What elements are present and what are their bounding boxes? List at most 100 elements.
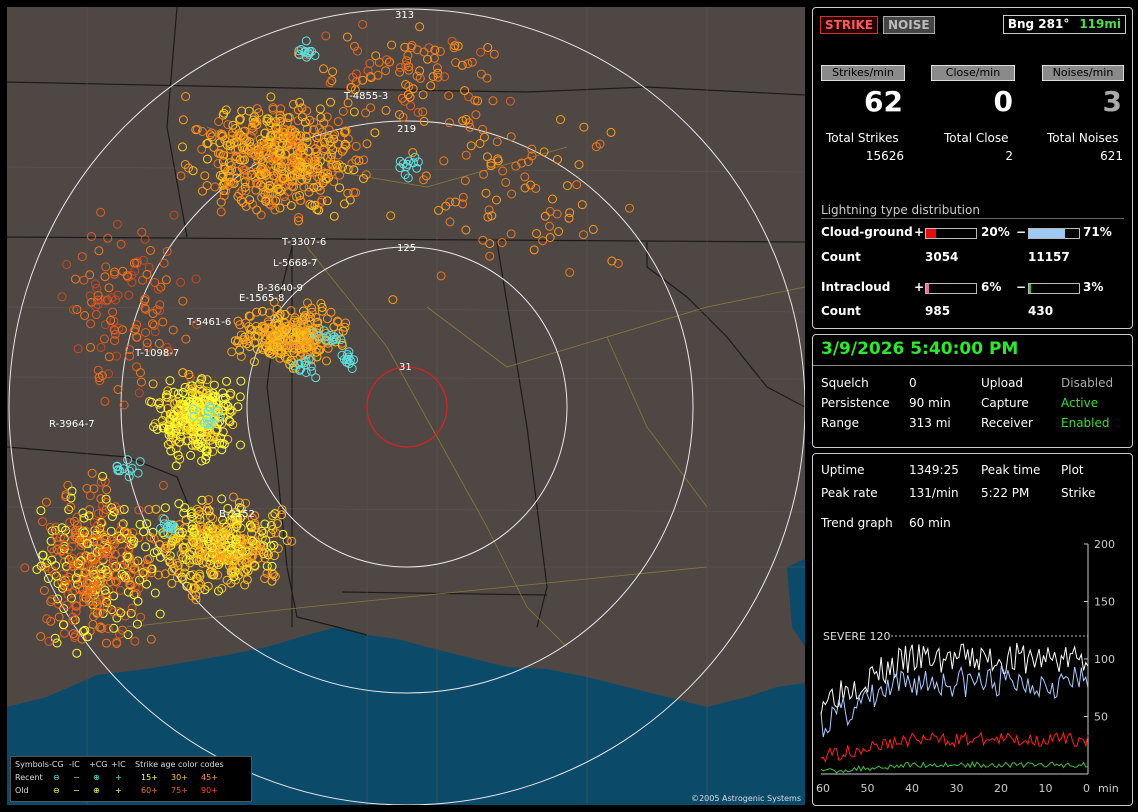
strike-marker — [223, 503, 233, 513]
strike-marker — [135, 519, 145, 529]
strike-marker — [607, 256, 617, 266]
strike-marker — [315, 123, 324, 133]
strike-marker — [199, 395, 209, 405]
strike-marker — [270, 509, 280, 519]
strike-marker — [232, 173, 242, 183]
strike-marker — [415, 22, 425, 32]
strike-marker — [381, 66, 391, 76]
strike-marker — [262, 568, 272, 578]
strike-marker — [195, 426, 205, 436]
ic-negative-count: 430 — [1028, 304, 1054, 318]
strike-marker — [89, 518, 99, 528]
strike-marker — [117, 625, 127, 635]
strike-marker — [173, 561, 183, 571]
strike-marker — [247, 558, 257, 568]
strike-marker — [322, 169, 332, 178]
strike-marker — [163, 393, 173, 403]
strike-marker — [171, 461, 181, 471]
strike-marker — [184, 384, 194, 394]
x-tick-label: 30 — [950, 782, 964, 795]
strike-marker — [163, 347, 173, 357]
strike-marker — [158, 513, 168, 523]
strike-marker — [178, 142, 187, 152]
strike-marker — [440, 72, 449, 82]
strike-marker — [255, 148, 264, 158]
strike-marker — [59, 540, 69, 550]
strike-marker — [127, 603, 137, 613]
strike-marker — [158, 528, 168, 538]
strike-marker — [322, 356, 331, 366]
strike-marker — [287, 125, 297, 135]
strike-marker — [250, 520, 260, 530]
strike-marker — [150, 327, 160, 337]
legend-col-ic-neg: -IC — [69, 760, 80, 769]
strike-marker — [134, 584, 144, 594]
strike-marker — [351, 77, 361, 87]
strike-marker — [111, 502, 120, 512]
strike-marker — [130, 324, 140, 334]
strike-marker — [172, 573, 182, 583]
strike-marker — [418, 107, 428, 117]
strike-marker — [143, 555, 152, 564]
strike-marker — [209, 570, 219, 580]
strike-marker — [88, 556, 98, 565]
recent-strike-marker — [314, 331, 324, 341]
map-canvas[interactable]: 313 219 125 31 T-4855-3 T-3307-6 L-5668-… — [7, 7, 805, 805]
strike-marker — [548, 194, 557, 204]
strike-marker — [58, 620, 68, 630]
plot-value: Strike — [1061, 486, 1096, 500]
strike-marker — [51, 522, 61, 532]
lightning-map[interactable]: 313 219 125 31 T-4855-3 T-3307-6 L-5668-… — [7, 7, 805, 805]
strike-marker — [520, 183, 530, 193]
strike-marker — [268, 195, 278, 205]
strike-marker — [63, 590, 73, 599]
strike-marker — [405, 92, 415, 102]
strike-marker — [426, 81, 436, 91]
strike-marker — [556, 115, 565, 124]
strike-marker — [43, 574, 53, 583]
strike-marker — [249, 118, 259, 128]
strike-marker — [181, 396, 191, 406]
strike-marker — [324, 173, 334, 182]
strike-marker — [152, 305, 162, 315]
strike-marker — [109, 507, 119, 517]
strike-marker — [217, 445, 227, 455]
strike-marker — [38, 517, 47, 527]
recent-strike-marker — [395, 156, 405, 166]
strike-marker — [242, 535, 252, 545]
recent-strike-marker — [296, 364, 306, 374]
strike-marker — [202, 503, 212, 513]
noise-mode-button[interactable]: NOISE — [883, 16, 935, 34]
strike-marker — [532, 229, 541, 238]
strike-marker — [275, 335, 285, 345]
recent-strike-marker — [171, 524, 180, 534]
strike-marker — [178, 115, 188, 125]
upload-value: Disabled — [1061, 376, 1114, 390]
strike-marker — [116, 534, 126, 543]
strike-marker — [475, 139, 485, 148]
strike-marker — [240, 182, 250, 192]
strike-marker — [101, 531, 111, 541]
strike-marker — [102, 572, 112, 582]
strike-marker — [101, 546, 111, 556]
strike-marker — [98, 471, 108, 481]
strike-marker — [218, 169, 228, 179]
legend-symbols-title: Symbols — [15, 760, 49, 769]
strike-marker — [218, 427, 228, 437]
strike-marker — [90, 279, 100, 289]
cg-negative-bar — [1028, 228, 1080, 239]
trend-series-line — [820, 665, 1089, 738]
strike-marker — [341, 126, 351, 136]
strike-marker — [139, 527, 149, 537]
strike-marker — [244, 330, 254, 340]
strike-marker — [208, 439, 218, 449]
strike-marker — [71, 607, 81, 617]
recent-strike-marker — [133, 468, 143, 478]
strike-marker — [511, 161, 521, 171]
strike-marker — [266, 541, 276, 551]
strike-marker — [128, 528, 138, 538]
strike-marker — [318, 167, 328, 177]
strike-mode-button[interactable]: STRIKE — [820, 16, 879, 34]
strike-marker — [340, 322, 350, 332]
strike-marker — [198, 186, 207, 196]
